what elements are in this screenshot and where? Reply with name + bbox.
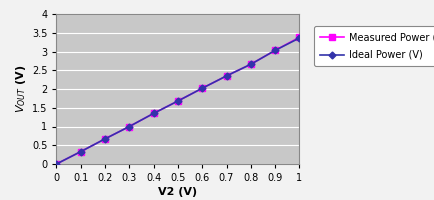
Measured Power (V) bbox=[127, 125, 132, 128]
Ideal Power (V) bbox=[297, 37, 302, 39]
Ideal Power (V) bbox=[151, 112, 156, 115]
Measured Power (V) bbox=[224, 75, 229, 77]
Ideal Power (V) bbox=[248, 63, 253, 65]
Measured Power (V) bbox=[200, 87, 205, 89]
Measured Power (V) bbox=[54, 163, 59, 165]
Ideal Power (V) bbox=[102, 138, 108, 140]
Ideal Power (V) bbox=[224, 75, 229, 77]
Legend: Measured Power (V), Ideal Power (V): Measured Power (V), Ideal Power (V) bbox=[314, 26, 434, 66]
Ideal Power (V) bbox=[175, 100, 181, 102]
Measured Power (V) bbox=[78, 150, 83, 153]
Ideal Power (V) bbox=[54, 163, 59, 165]
Measured Power (V) bbox=[102, 138, 108, 140]
X-axis label: V2 (V): V2 (V) bbox=[158, 187, 197, 197]
Y-axis label: $V_{OUT}$ (V): $V_{OUT}$ (V) bbox=[14, 65, 28, 113]
Measured Power (V) bbox=[273, 49, 278, 52]
Measured Power (V) bbox=[175, 100, 181, 102]
Line: Ideal Power (V): Ideal Power (V) bbox=[54, 36, 302, 166]
Measured Power (V) bbox=[297, 36, 302, 38]
Ideal Power (V) bbox=[78, 150, 83, 153]
Measured Power (V) bbox=[151, 112, 156, 115]
Ideal Power (V) bbox=[273, 49, 278, 52]
Ideal Power (V) bbox=[127, 125, 132, 128]
Ideal Power (V) bbox=[200, 87, 205, 89]
Line: Measured Power (V): Measured Power (V) bbox=[54, 34, 302, 167]
Measured Power (V) bbox=[248, 63, 253, 65]
